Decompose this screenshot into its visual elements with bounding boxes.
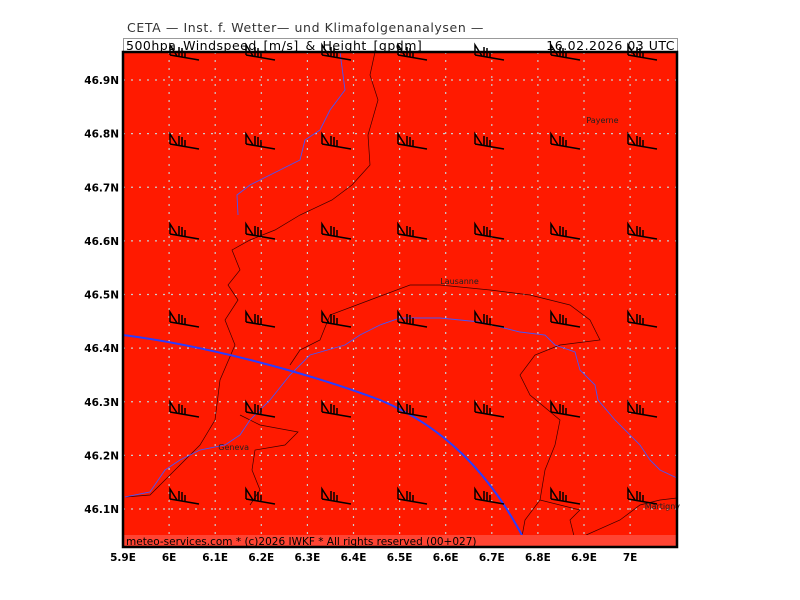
wind-barb-icon — [321, 486, 352, 505]
x-tick-label: 6.7E — [479, 552, 505, 564]
wind-barb-icon — [397, 486, 428, 505]
y-tick-label: 46.7N — [84, 182, 119, 194]
map-frame — [121, 50, 679, 549]
y-tick-label: 46.3N — [84, 397, 119, 409]
wind-barb-icon — [550, 309, 581, 328]
y-tick-label: 46.9N — [84, 75, 119, 87]
copyright-footer: meteo-services.com * (c)2026 IWKF * All … — [126, 536, 477, 548]
wind-barb-icon — [474, 131, 505, 150]
y-tick-label: 46.4N — [84, 343, 119, 355]
map-datetime: 16.02.2026 03 UTC — [546, 38, 675, 53]
x-tick-label: 6.1E — [202, 552, 228, 564]
wind-barb-icon — [550, 486, 581, 505]
wind-barb-icon — [169, 131, 200, 150]
lakes-rivers — [124, 51, 678, 498]
footer-band — [123, 535, 677, 547]
wind-barbs — [169, 42, 658, 505]
x-tick-label: 5.9E — [110, 552, 136, 564]
wind-barb-icon — [169, 221, 200, 240]
city-label: Lausanne — [440, 277, 479, 286]
wind-barb-icon — [474, 309, 505, 328]
x-tick-label: 6.9E — [571, 552, 597, 564]
y-tick-label: 46.8N — [84, 129, 119, 141]
wind-barb-icon — [474, 486, 505, 505]
x-tick-label: 6.6E — [433, 552, 459, 564]
x-tick-label: 6E — [162, 552, 176, 564]
wind-barb-icon — [550, 131, 581, 150]
windspeed-field — [123, 52, 677, 547]
wind-barb-icon — [245, 131, 276, 150]
x-axis-ticks: 5.9E 6E 6.1E 6.2E 6.3E 6.4E 6.5E 6.6E 6.7E 6.8E 6.… — [110, 552, 637, 564]
wind-barb-icon — [397, 131, 428, 150]
city-label: Payerne — [586, 116, 618, 125]
institute-header: CETA — Inst. f. Wetter— und Klimafolgena… — [127, 20, 485, 35]
wind-barb-icon — [627, 131, 658, 150]
y-tick-label: 46.1N — [84, 504, 119, 516]
wind-barb-icon — [321, 399, 352, 418]
wind-barb-icon — [245, 399, 276, 418]
wind-barb-icon — [627, 399, 658, 418]
wind-barb-icon — [397, 221, 428, 240]
city-labels: Payerne Lausanne Geneva Martigny — [218, 116, 680, 511]
wind-barb-icon — [321, 131, 352, 150]
wind-barb-icon — [169, 399, 200, 418]
wind-barb-icon — [550, 221, 581, 240]
map-title: 500hpa_Windspeed_[m/s]_&_Height_[gpdm] — [126, 38, 423, 53]
wind-barb-icon — [397, 309, 428, 328]
wind-barb-icon — [169, 486, 200, 505]
x-tick-label: 6.2E — [248, 552, 274, 564]
x-tick-label: 6.8E — [525, 552, 551, 564]
x-tick-label: 6.5E — [387, 552, 413, 564]
x-tick-label: 7E — [623, 552, 637, 564]
y-axis-ticks: 46.9N 46.8N 46.7N 46.6N 46.5N 46.4N 46.3N 46.2N… — [84, 75, 119, 516]
wind-barb-icon — [169, 309, 200, 328]
wind-barb-icon — [245, 309, 276, 328]
y-tick-label: 46.5N — [84, 290, 119, 302]
wind-barb-icon — [321, 309, 352, 328]
wind-barb-icon — [474, 221, 505, 240]
height-contour — [122, 334, 529, 548]
y-tick-label: 46.6N — [84, 236, 119, 248]
city-label: Geneva — [218, 443, 249, 452]
y-tick-label: 46.2N — [84, 450, 119, 462]
x-tick-label: 6.3E — [295, 552, 321, 564]
city-label: Martigny — [645, 502, 681, 511]
wind-barb-icon — [474, 399, 505, 418]
wind-barb-icon — [245, 486, 276, 505]
wind-barb-icon — [550, 399, 581, 418]
wind-barb-icon — [627, 309, 658, 328]
wind-barb-icon — [321, 221, 352, 240]
wind-barb-icon — [627, 221, 658, 240]
wind-barb-icon — [397, 399, 428, 418]
wind-barb-icon — [245, 221, 276, 240]
x-tick-label: 6.4E — [341, 552, 367, 564]
wind-barb-icon — [627, 486, 658, 505]
